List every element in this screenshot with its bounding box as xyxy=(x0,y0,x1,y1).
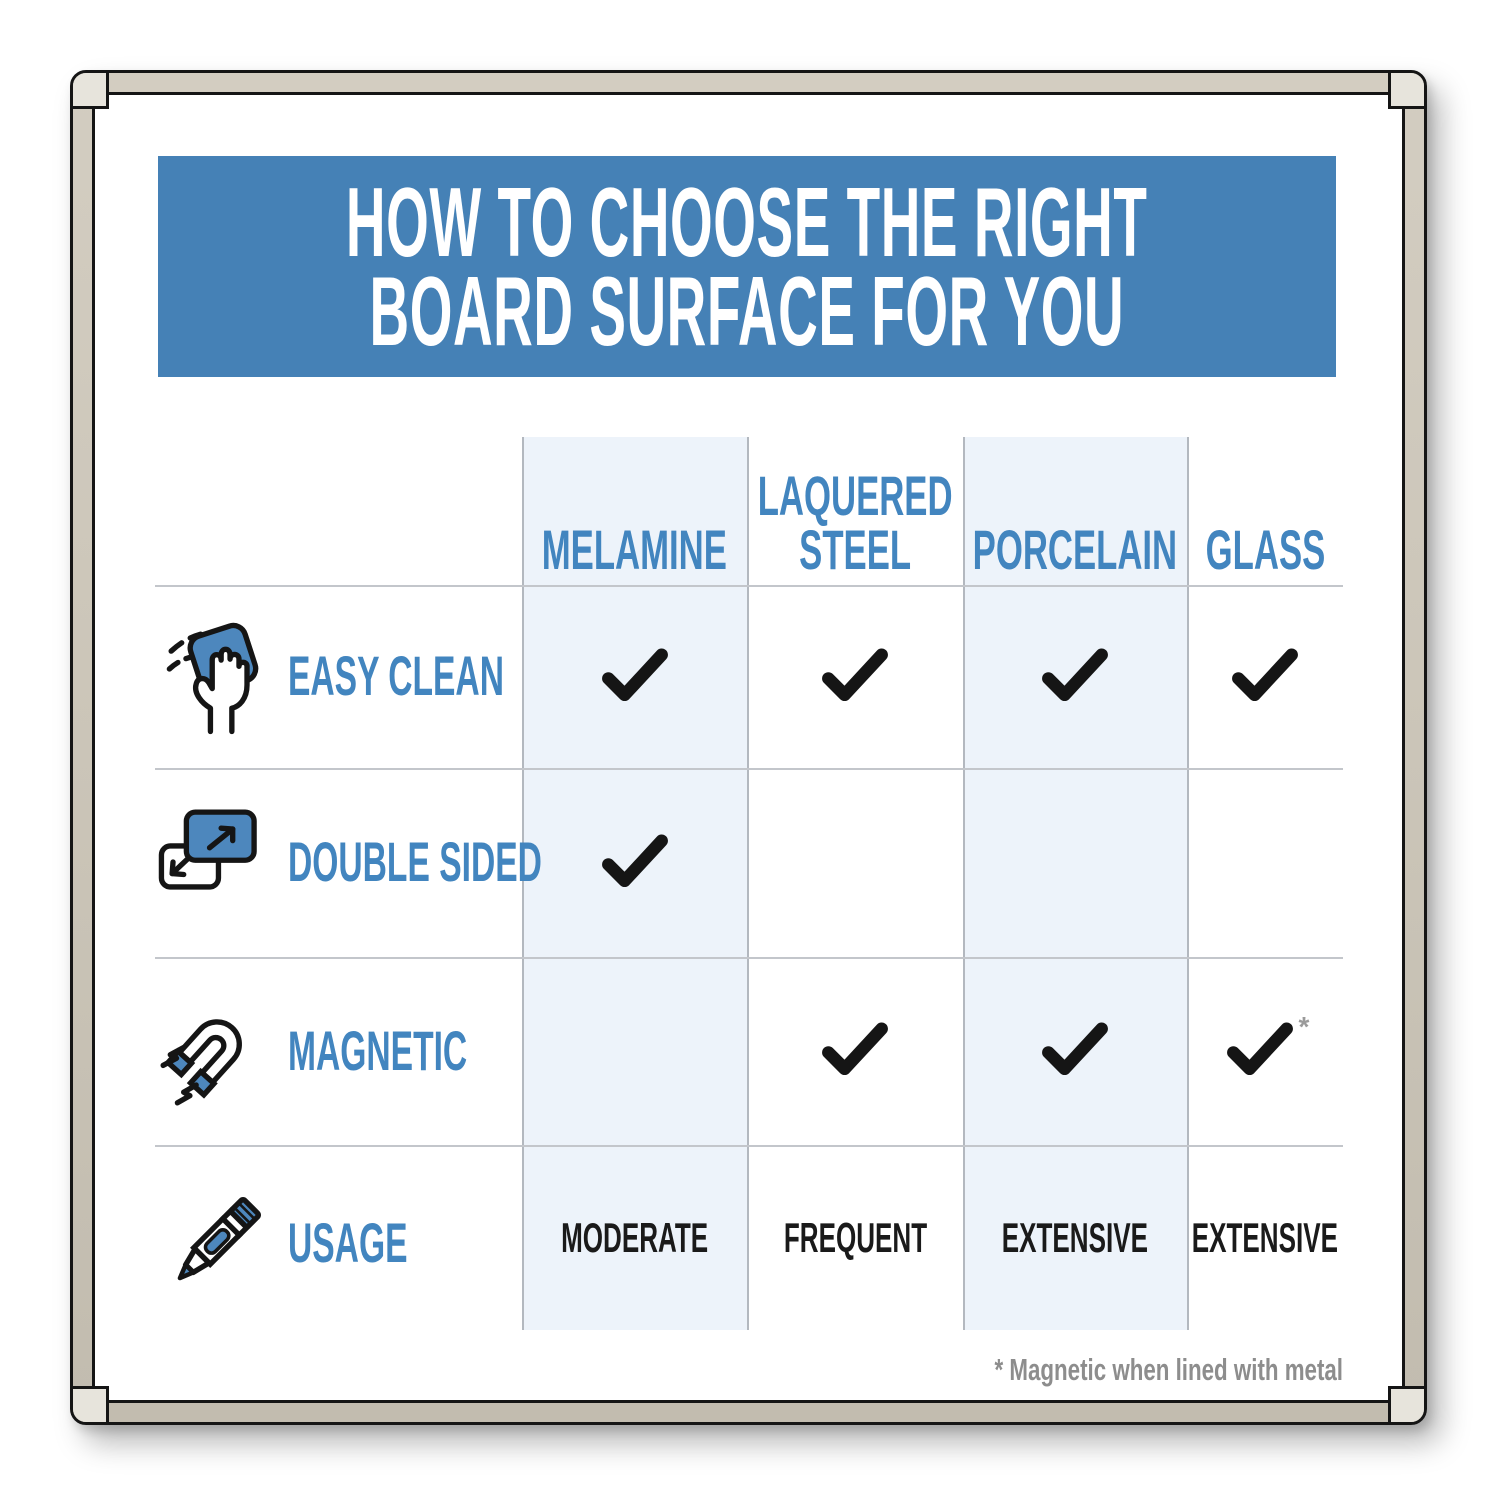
row-label-double-sided: DOUBLE SIDED xyxy=(288,830,542,893)
column-line xyxy=(522,437,524,1330)
cell-magnetic-glass: * xyxy=(1187,957,1343,1145)
column-header-label: GLASS xyxy=(1205,518,1325,581)
cell-usage-laquered-steel: FREQUENT xyxy=(747,1145,963,1330)
cell-easy-clean-melamine xyxy=(522,585,747,768)
cell-usage-porcelain: EXTENSIVE xyxy=(963,1145,1187,1330)
cell-magnetic-laquered-steel xyxy=(747,957,963,1145)
footnote-text: * Magnetic when lined with metal xyxy=(994,1352,1343,1387)
usage-value: MODERATE xyxy=(560,1213,709,1261)
check-icon xyxy=(822,1022,888,1076)
magnet-icon xyxy=(156,994,272,1110)
usage-value: EXTENSIVE xyxy=(1001,1213,1149,1261)
double-sided-icon xyxy=(156,805,272,921)
check-icon xyxy=(1226,1022,1293,1076)
usage-value: FREQUENT xyxy=(783,1213,927,1261)
row-label-magnetic: MAGNETIC xyxy=(288,1019,468,1082)
column-line xyxy=(1187,437,1189,1330)
usage-value: EXTENSIVE xyxy=(1191,1213,1339,1261)
column-header-glass: GLASS xyxy=(1187,437,1343,585)
cell-double-sided-glass xyxy=(1187,768,1343,957)
check-icon xyxy=(1232,648,1298,701)
cell-double-sided-porcelain xyxy=(963,768,1187,957)
cell-magnetic-melamine xyxy=(522,957,747,1145)
row-label-usage: USAGE xyxy=(288,1211,408,1274)
check-icon xyxy=(601,648,668,701)
row-line xyxy=(155,585,1343,587)
column-header-porcelain: PORCELAIN xyxy=(963,437,1187,585)
cell-double-sided-laquered-steel xyxy=(747,768,963,957)
row-label-easy-clean: EASY CLEAN xyxy=(288,644,504,707)
frame-corner-top-left xyxy=(73,73,109,109)
cell-easy-clean-laquered-steel xyxy=(747,585,963,768)
hand-wiping-icon xyxy=(156,619,272,735)
footnote: * Magnetic when lined with metal xyxy=(859,1352,1343,1388)
marker-icon xyxy=(156,1186,272,1302)
title-line-1: HOW TO CHOOSE THE RIGHT xyxy=(346,166,1148,277)
title-banner: HOW TO CHOOSE THE RIGHT BOARD SURFACE FO… xyxy=(158,156,1336,377)
column-header-melamine: MELAMINE xyxy=(522,437,747,585)
cell-usage-glass: EXTENSIVE xyxy=(1187,1145,1343,1330)
row-line xyxy=(155,768,1343,770)
title-line-2: BOARD SURFACE FOR YOU xyxy=(369,255,1125,366)
frame-corner-bottom-left xyxy=(73,1386,109,1422)
check-icon xyxy=(822,648,888,701)
cell-easy-clean-glass xyxy=(1187,585,1343,768)
cell-usage-melamine: MODERATE xyxy=(522,1145,747,1330)
check-icon xyxy=(1042,648,1108,701)
row-line xyxy=(155,957,1343,959)
column-header-laquered-steel: LAQUERED STEEL xyxy=(747,437,963,585)
magnetic-footnote-asterisk: * xyxy=(1298,1011,1310,1042)
column-line xyxy=(963,437,965,1330)
cell-double-sided-melamine xyxy=(522,768,747,957)
frame-corner-top-right xyxy=(1388,73,1424,109)
column-header-label: LAQUERED STEEL xyxy=(757,464,953,581)
column-header-label: PORCELAIN xyxy=(972,518,1178,581)
check-icon xyxy=(601,834,668,887)
cell-magnetic-porcelain xyxy=(963,957,1187,1145)
frame-corner-bottom-right xyxy=(1388,1386,1424,1422)
column-line xyxy=(747,437,749,1330)
row-line xyxy=(155,1145,1343,1147)
check-icon xyxy=(1042,1022,1108,1076)
column-header-label: MELAMINE xyxy=(541,518,728,581)
cell-easy-clean-porcelain xyxy=(963,585,1187,768)
